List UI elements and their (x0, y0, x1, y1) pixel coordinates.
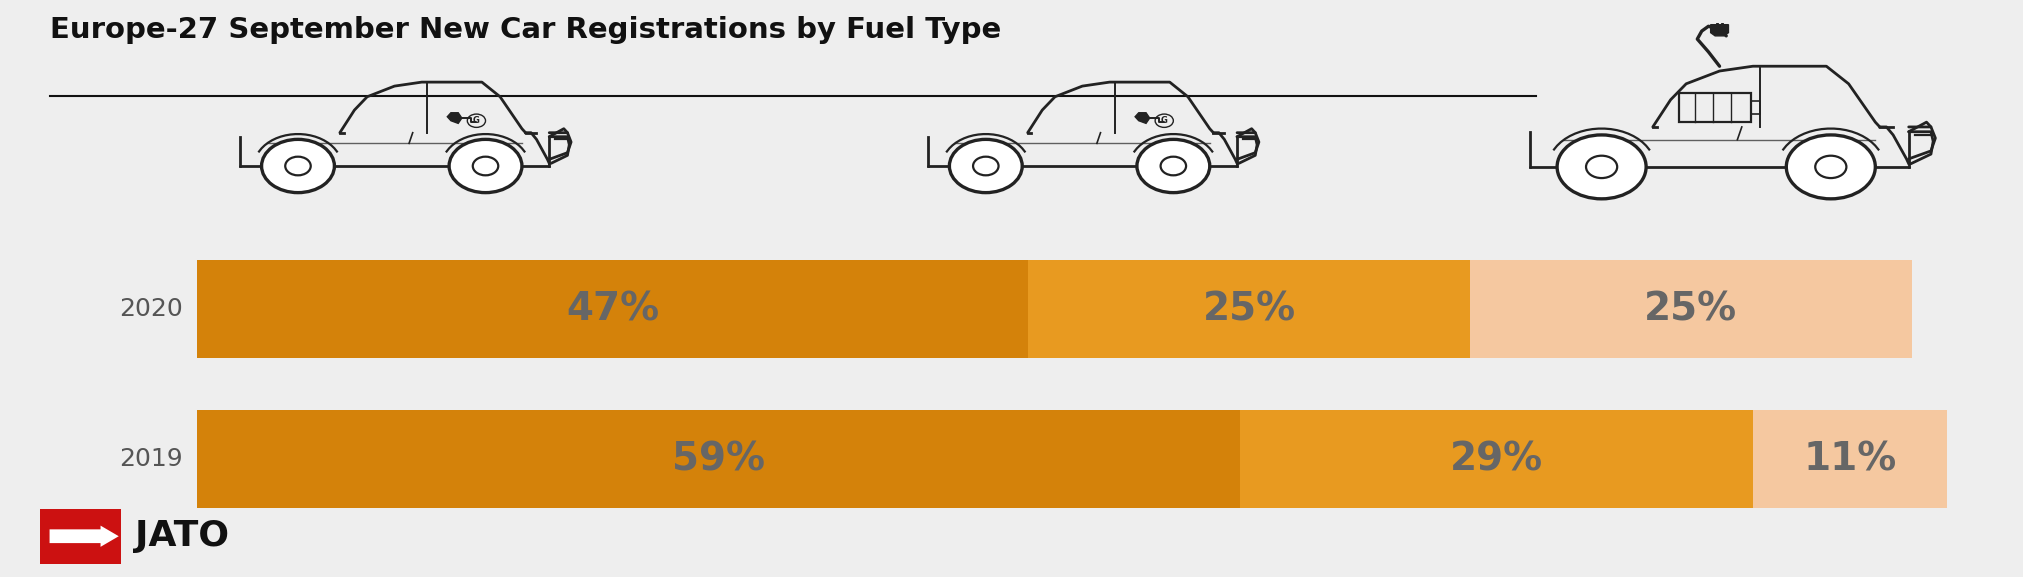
Bar (1028, 260, 1471, 358)
Bar (1752, 410, 1948, 508)
Text: 59%: 59% (672, 440, 765, 478)
Text: 25%: 25% (1645, 290, 1738, 328)
Bar (196, 410, 1240, 508)
Text: G: G (473, 116, 479, 125)
Circle shape (261, 140, 334, 193)
Polygon shape (1135, 113, 1149, 123)
Bar (1240, 410, 1752, 508)
Bar (1471, 260, 1912, 358)
FancyBboxPatch shape (40, 509, 121, 564)
Text: 11%: 11% (1802, 440, 1898, 478)
Circle shape (1137, 140, 1210, 193)
Circle shape (1558, 135, 1647, 199)
Text: 29%: 29% (1450, 440, 1544, 478)
Text: 2019: 2019 (119, 447, 182, 471)
Text: 2020: 2020 (119, 297, 182, 321)
Text: 25%: 25% (1202, 290, 1295, 328)
Polygon shape (1711, 25, 1728, 36)
Text: G: G (1161, 116, 1167, 125)
Text: JATO: JATO (136, 519, 229, 553)
Circle shape (1786, 135, 1875, 199)
Text: 47%: 47% (566, 290, 659, 328)
Text: Europe-27 September New Car Registrations by Fuel Type: Europe-27 September New Car Registration… (51, 16, 1001, 44)
FancyArrow shape (49, 526, 119, 547)
Polygon shape (447, 113, 461, 123)
Bar (196, 260, 1028, 358)
Circle shape (449, 140, 522, 193)
Circle shape (949, 140, 1022, 193)
